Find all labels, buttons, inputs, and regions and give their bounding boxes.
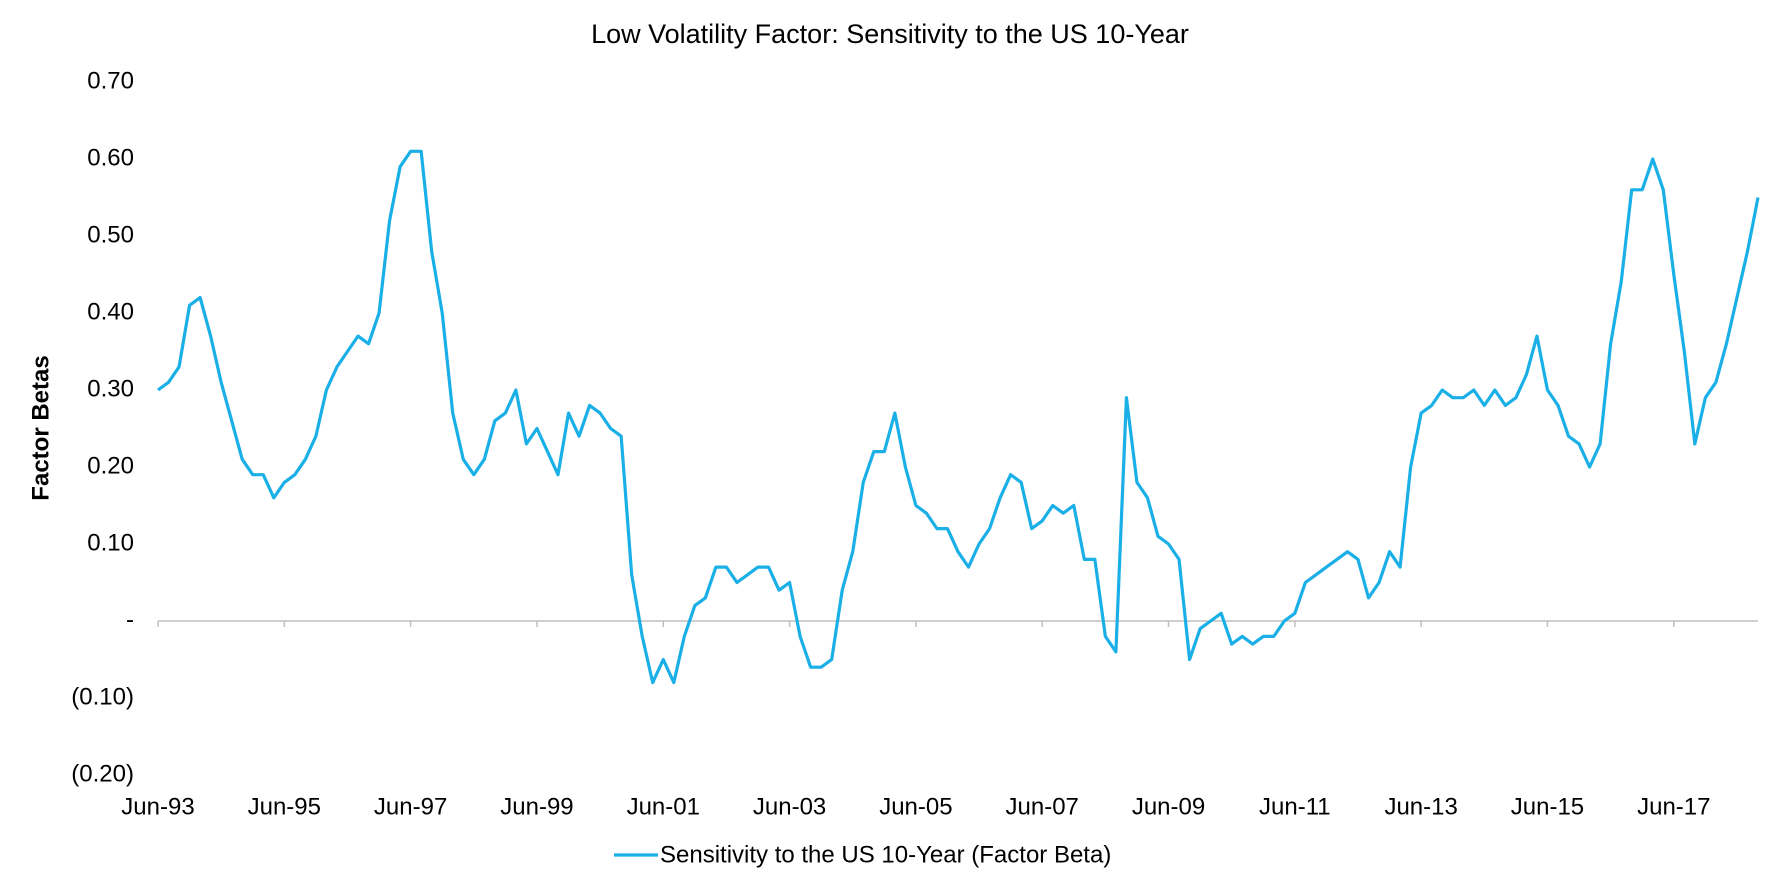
x-tick-label: Jun-03 xyxy=(753,793,826,820)
y-tick-label: 0.50 xyxy=(87,221,134,248)
x-tick-label: Jun-95 xyxy=(248,793,321,820)
x-tick-label: Jun-01 xyxy=(627,793,700,820)
y-tick-label: 0.20 xyxy=(87,452,134,479)
y-tick-label: (0.20) xyxy=(71,760,134,787)
chart-title: Low Volatility Factor: Sensitivity to th… xyxy=(591,19,1189,49)
y-tick-label: - xyxy=(126,606,134,633)
x-tick-label: Jun-13 xyxy=(1384,793,1457,820)
x-tick-label: Jun-05 xyxy=(879,793,952,820)
y-tick-label: 0.30 xyxy=(87,375,134,402)
x-tick-label: Jun-09 xyxy=(1132,793,1205,820)
x-tick-label: Jun-99 xyxy=(500,793,573,820)
y-tick-label: (0.10) xyxy=(71,683,134,710)
data-line xyxy=(157,149,1760,685)
x-tick-label: Jun-15 xyxy=(1511,793,1584,820)
x-tick-label: Jun-97 xyxy=(374,793,447,820)
y-axis-label: Factor Betas xyxy=(27,355,54,500)
x-tick-label: Jun-07 xyxy=(1006,793,1079,820)
x-tick-label: Jun-93 xyxy=(121,793,194,820)
y-tick-label: 0.40 xyxy=(87,298,134,325)
y-tick-label: 0.60 xyxy=(87,144,134,171)
y-tick-label: 0.10 xyxy=(87,529,134,556)
y-tick-label: 0.70 xyxy=(87,67,134,94)
x-tick-label: Jun-17 xyxy=(1637,793,1710,820)
x-tick-label: Jun-11 xyxy=(1259,793,1331,820)
legend-label: Sensitivity to the US 10-Year (Factor Be… xyxy=(660,841,1111,868)
